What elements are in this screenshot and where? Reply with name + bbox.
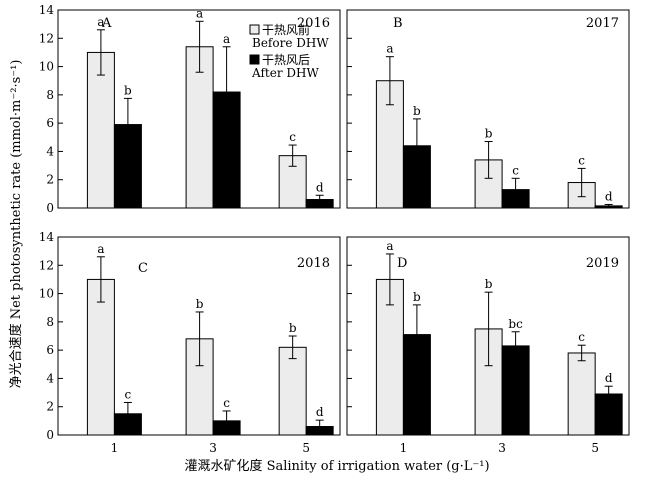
bar-after-dhw [402,145,431,209]
y-tick-label: 10 [39,287,54,301]
legend-label-cn: 干热风后 [262,53,310,67]
x-tick-label: 1 [111,441,119,455]
y-tick-label: 2 [46,400,54,414]
y-tick-label: 12 [39,258,54,272]
significance-label: c [125,387,132,401]
significance-label: b [485,127,493,141]
significance-label: d [316,405,324,419]
significance-label: b [196,297,204,311]
significance-label: d [605,371,613,385]
panel-C: 0 2 4 6 8 10 12 14 1 3 5 a b b c c d C 2018 [39,230,341,455]
significance-label: a [386,42,393,56]
panel-B: a b c b c d B 2017 [346,9,630,209]
significance-label: c [578,330,585,344]
significance-label: b [413,290,421,304]
y-tick-label: 0 [46,201,54,215]
significance-label: a [97,242,104,256]
year-label: 2017 [586,16,619,31]
bar-before-dhw [567,352,596,436]
significance-label: b [124,83,132,97]
x-tick-label: 5 [591,441,599,455]
significance-label: a [386,239,393,253]
panel-letter: A [101,16,112,31]
significance-label: c [289,130,296,144]
y-tick-label: 8 [46,315,54,329]
y-tick-label: 14 [39,230,55,244]
significance-label: b [289,321,297,335]
significance-label: c [223,396,230,410]
significance-label: b [485,277,493,291]
bar-before-dhw [86,278,115,436]
x-axis-title: 灌溉水矿化度 Salinity of irrigation water (g·L… [184,458,489,474]
y-tick-label: 6 [46,343,54,357]
legend-label-cn: 干热风前 [262,22,310,37]
bar-before-dhw [278,346,307,436]
panel-A: 0 2 4 6 8 10 12 14 a a c b a d A 2016 [39,3,341,215]
significance-label: a [223,32,230,46]
legend-swatch [249,54,260,65]
significance-label: c [578,153,585,167]
significance-label: a [196,6,203,20]
y-tick-label: 8 [46,88,54,102]
significance-label: d [605,189,613,203]
significance-label: b [413,104,421,118]
y-axis-title: 净光合速度 Net photosynthetic rate (mmol·m⁻²·… [8,60,24,389]
y-tick-label: 14 [39,3,55,17]
year-label: 2019 [586,256,619,271]
significance-label: a [97,15,104,29]
panel-letter: C [138,261,148,276]
y-tick-label: 12 [39,31,54,45]
panel-letter: D [397,256,407,271]
bar-after-dhw [501,345,530,436]
legend-label-en: Before DHW [252,36,329,50]
significance-label: bc [508,317,523,331]
significance-label: d [316,180,324,194]
x-tick-label: 5 [302,441,310,455]
y-tick-label: 2 [46,173,54,187]
legend-label-en: After DHW [251,66,319,80]
panel-letter: B [393,16,403,31]
legend-swatch [249,24,260,35]
year-label: 2016 [297,16,330,31]
y-tick-label: 6 [46,116,54,130]
bar-before-dhw [86,51,115,209]
x-tick-label: 3 [498,441,506,455]
year-label: 2018 [297,256,330,271]
x-tick-label: 3 [209,441,217,455]
y-tick-label: 10 [39,60,54,74]
y-tick-label: 4 [46,371,54,385]
significance-label: c [512,163,519,177]
y-tick-label: 0 [46,428,54,442]
x-tick-label: 1 [400,441,408,455]
y-tick-label: 4 [46,144,54,158]
